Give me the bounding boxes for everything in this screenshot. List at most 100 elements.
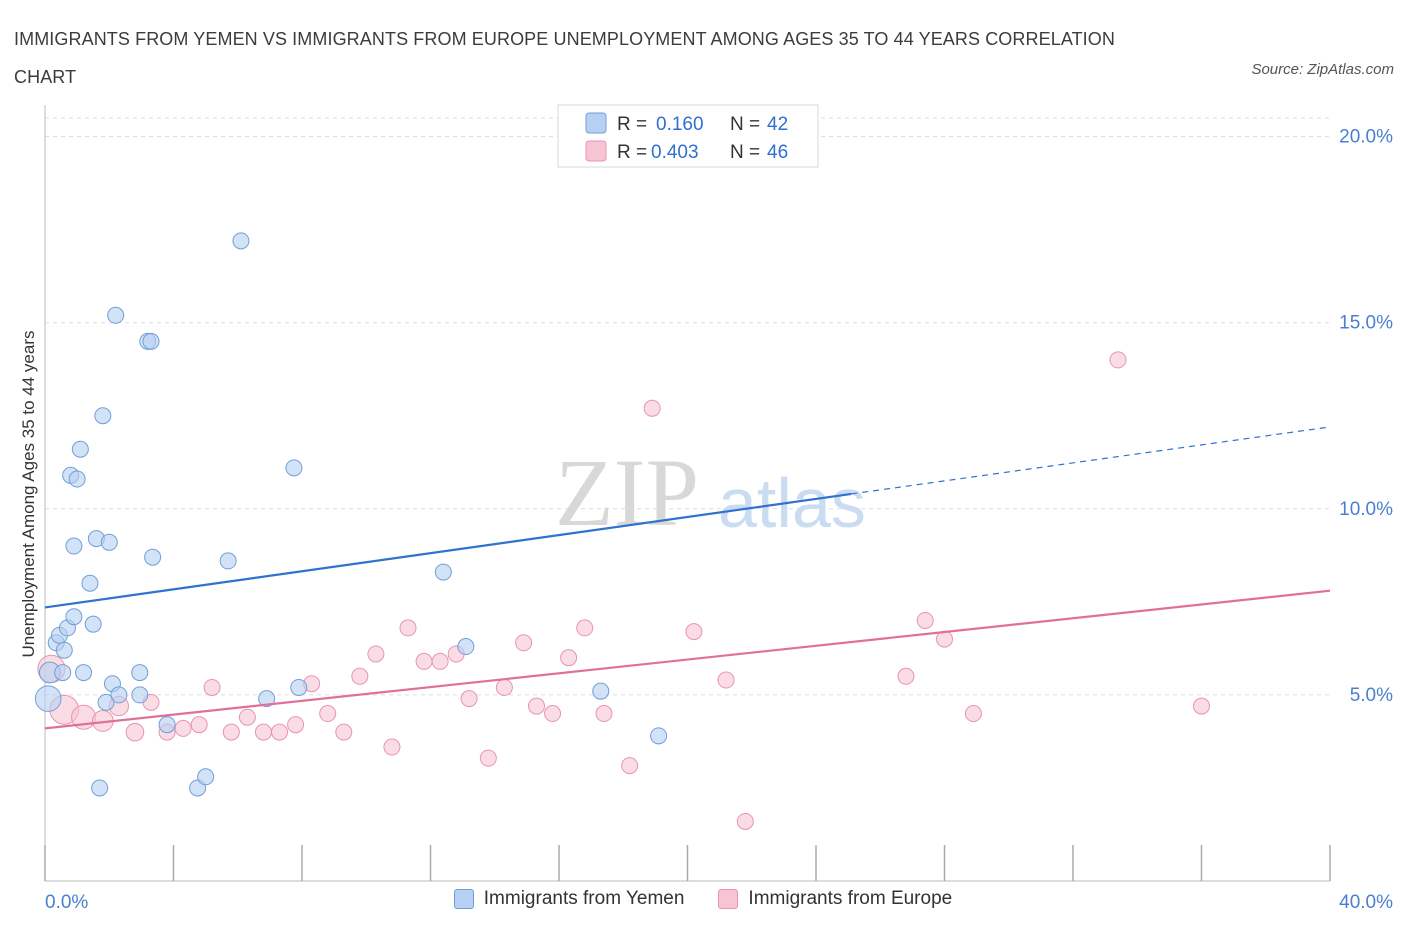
- source-label: Source: ZipAtlas.com: [1251, 61, 1394, 78]
- legend-item-yemen: Immigrants from Yemen: [453, 888, 685, 910]
- watermark-zip: ZIP: [555, 439, 699, 546]
- europe-point-23: [415, 652, 433, 670]
- yemen-point-30: [197, 768, 215, 786]
- stats-n-value-yemen: 42: [767, 114, 788, 135]
- stats-r-label-yemen: R =: [617, 114, 647, 135]
- yemen-point-18: [97, 693, 115, 711]
- europe-point-36: [643, 399, 661, 417]
- europe-point-17: [319, 705, 337, 723]
- legend-swatch-yemen: [453, 889, 474, 909]
- yemen-point-14: [84, 615, 102, 633]
- europe-point-18: [335, 723, 353, 741]
- y-tick-label-2: 15.0%: [1339, 313, 1393, 334]
- yemen-point-8: [65, 608, 83, 626]
- europe-point-20: [367, 645, 385, 663]
- yemen-point-34: [285, 459, 303, 477]
- europe-point-37: [685, 623, 703, 641]
- europe-point-34: [595, 705, 613, 723]
- europe-point-22: [399, 619, 417, 637]
- europe-point-12: [238, 708, 256, 726]
- series-yemen-points: [34, 142, 764, 797]
- x-tick-labels: 0.0% 40.0%: [45, 892, 1393, 913]
- europe-point-14: [271, 723, 289, 741]
- yemen-point-9: [65, 537, 83, 555]
- stats-n-label-yemen: N =: [730, 114, 760, 135]
- x-tick-label-0: 0.0%: [45, 892, 88, 913]
- series-legend: Immigrants from Yemen Immigrants from Eu…: [0, 888, 1406, 910]
- europe-point-11: [222, 723, 240, 741]
- axes: [44, 105, 1331, 882]
- stats-n-label-europe: N =: [730, 142, 760, 163]
- chart-title: IMMIGRANTS FROM YEMEN VS IMMIGRANTS FROM…: [14, 29, 1115, 87]
- stats-r-label-europe: R =: [617, 142, 647, 163]
- stats-r-value-yemen: 0.160: [656, 114, 704, 135]
- yemen-trend-extension: [851, 426, 1331, 495]
- yemen-point-22: [110, 686, 128, 704]
- yemen-point-37: [457, 638, 475, 656]
- europe-point-15: [287, 716, 305, 734]
- yemen-point-38: [592, 682, 610, 700]
- europe-point-28: [495, 678, 513, 696]
- europe-point-32: [560, 649, 578, 667]
- yemen-point-4: [54, 664, 72, 682]
- europe-point-26: [460, 690, 478, 708]
- yemen-point-31: [219, 552, 237, 570]
- europe-point-33: [576, 619, 594, 637]
- yemen-point-36: [434, 563, 452, 581]
- yemen-point-35: [290, 678, 308, 696]
- yemen-point-32: [232, 232, 250, 250]
- y-tick-label-3: 20.0%: [1339, 127, 1393, 148]
- europe-point-40: [897, 667, 915, 685]
- yemen-point-13: [81, 574, 99, 592]
- europe-point-45: [1193, 697, 1210, 715]
- yemen-point-11: [71, 440, 89, 458]
- europe-point-41: [916, 611, 934, 629]
- europe-trend-line: [44, 589, 1331, 730]
- europe-point-44: [1109, 351, 1127, 369]
- trend-lines: [44, 426, 1331, 730]
- y-tick-label-1: 10.0%: [1339, 499, 1393, 520]
- yemen-point-12: [75, 664, 93, 682]
- y-axis-label: Unemployment Among Ages 35 to 44 years: [19, 331, 38, 658]
- europe-point-21: [383, 738, 401, 756]
- yemen-point-24: [131, 686, 149, 704]
- legend-label-yemen: Immigrants from Yemen: [483, 888, 685, 909]
- yemen-point-0: [34, 685, 62, 712]
- yemen-point-39: [650, 727, 668, 745]
- yemen-point-19: [100, 533, 118, 551]
- europe-point-31: [544, 705, 562, 723]
- yemen-point-17: [94, 407, 112, 425]
- yemen-point-26: [142, 332, 160, 350]
- yemen-point-5: [55, 641, 73, 659]
- europe-point-10: [203, 678, 221, 696]
- stats-n-value-europe: 46: [767, 142, 788, 163]
- europe-point-5: [125, 722, 145, 742]
- yemen-point-10: [68, 470, 86, 488]
- europe-point-8: [174, 719, 192, 737]
- yemen-point-33: [258, 690, 276, 708]
- europe-point-39: [736, 812, 754, 830]
- y-tick-labels: 5.0% 10.0% 15.0% 20.0%: [1339, 127, 1393, 706]
- y-tick-label-0: 5.0%: [1350, 685, 1393, 706]
- stats-r-value-europe: 0.403: [651, 142, 699, 163]
- yemen-trend-line: [44, 492, 852, 609]
- legend-swatch-europe: [718, 889, 739, 909]
- europe-point-27: [479, 749, 497, 767]
- yemen-point-28: [158, 716, 176, 734]
- europe-point-9: [190, 716, 208, 734]
- europe-point-30: [528, 697, 546, 715]
- europe-point-13: [254, 723, 272, 741]
- europe-point-29: [515, 634, 533, 652]
- yemen-point-16: [91, 779, 109, 797]
- europe-point-43: [964, 705, 982, 723]
- europe-point-38: [717, 671, 735, 689]
- europe-point-35: [621, 757, 639, 775]
- europe-point-24: [431, 652, 449, 670]
- stats-swatch-europe: [585, 140, 607, 162]
- stats-swatch-yemen: [585, 112, 607, 134]
- legend-label-europe: Immigrants from Europe: [748, 888, 953, 909]
- x-tick-label-1: 40.0%: [1339, 892, 1393, 913]
- grid-lines: [45, 117, 1330, 696]
- legend-item-europe: Immigrants from Europe: [718, 888, 952, 910]
